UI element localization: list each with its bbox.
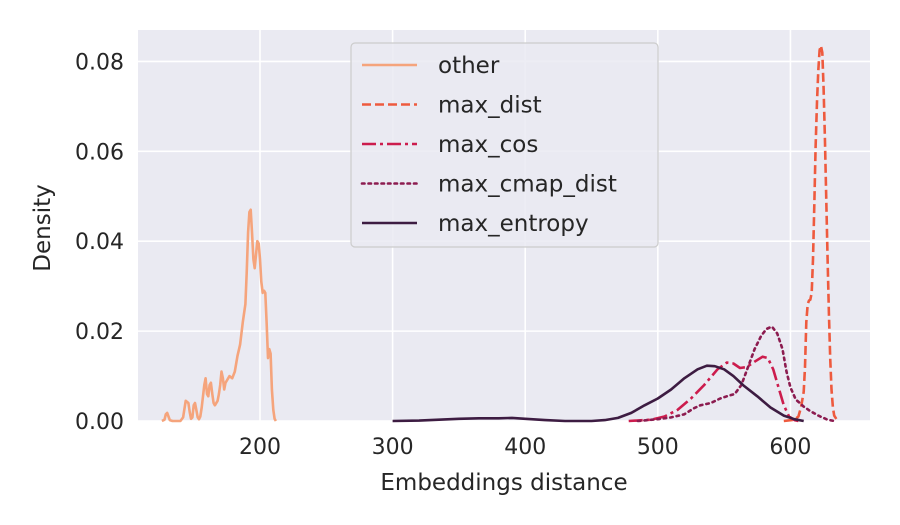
legend-box bbox=[350, 42, 659, 248]
x-tick-label: 200 bbox=[239, 435, 281, 460]
y-tick-label: 0.02 bbox=[75, 320, 124, 345]
tick-labels: 200 300 400 500 600 0.00 0.02 0.04 0.06 0.08 bbox=[75, 50, 811, 460]
series-line-max-entropy bbox=[392, 364, 804, 423]
series-line-other bbox=[161, 208, 278, 423]
series-line-max-cmap-dist bbox=[636, 325, 836, 423]
y-tick-label: 0.06 bbox=[75, 140, 124, 165]
x-tick-label: 400 bbox=[504, 435, 546, 460]
y-axis-label: Density bbox=[30, 184, 56, 271]
legend-label: max_dist bbox=[438, 93, 542, 119]
legend-label: max_cos bbox=[438, 132, 538, 158]
legend-label: max_entropy bbox=[438, 211, 589, 237]
series-line-max-dist bbox=[783, 44, 841, 423]
x-axis-label: Embeddings distance bbox=[380, 470, 627, 496]
y-tick-label: 0.04 bbox=[75, 230, 124, 255]
x-tick-label: 600 bbox=[769, 435, 811, 460]
series-line-max-cos bbox=[628, 355, 799, 423]
x-tick-label: 300 bbox=[372, 435, 414, 460]
legend-label: other bbox=[438, 53, 500, 79]
legend: other max_dist max_cos max_cmap_dist max_ent… bbox=[350, 42, 659, 248]
y-tick-label: 0.08 bbox=[75, 50, 124, 75]
y-tick-label: 0.00 bbox=[75, 410, 124, 435]
series-lines bbox=[161, 44, 841, 423]
legend-label: max_cmap_dist bbox=[438, 172, 617, 198]
x-tick-label: 500 bbox=[637, 435, 679, 460]
